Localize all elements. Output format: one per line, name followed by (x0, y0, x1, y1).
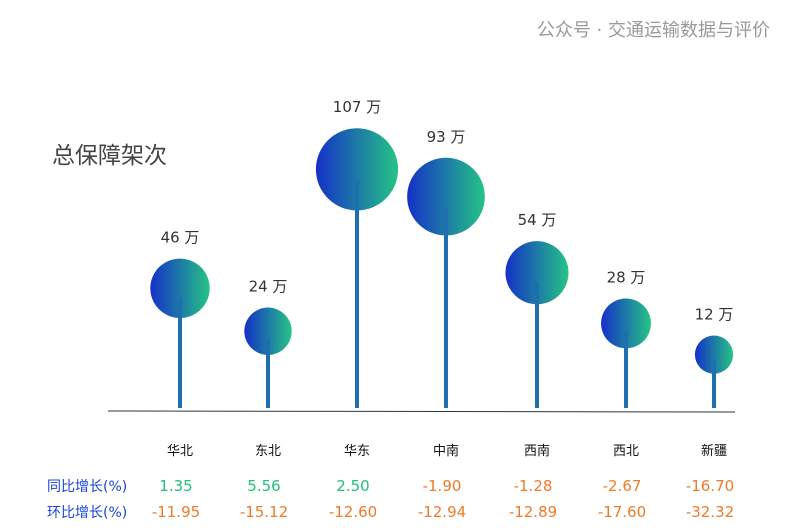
data-label: 107 万 (333, 98, 381, 116)
bubble (407, 157, 485, 236)
row-label: 同比增长(%) (47, 479, 127, 495)
table-cell: -12.94 (418, 503, 466, 521)
table-cell: -11.95 (152, 503, 200, 521)
category-label: 华东 (344, 444, 370, 459)
data-label: 12 万 (695, 306, 734, 324)
category-label: 西北 (613, 444, 639, 459)
data-label: 54 万 (518, 211, 557, 229)
data-label: 24 万 (249, 278, 288, 296)
row-label: 环比增长(%) (47, 505, 127, 521)
category-label: 华北 (167, 444, 193, 459)
table-cell: 2.50 (336, 477, 369, 495)
bubble (315, 128, 399, 211)
bubble (244, 307, 292, 355)
baseline (107, 410, 736, 413)
table-cell: -32.32 (686, 503, 734, 521)
watermark: 公众号 · 交通运输数据与评价 (537, 20, 770, 41)
chart-title: 总保障架次 (52, 143, 167, 169)
data-label: 93 万 (427, 128, 466, 146)
category-label: 中南 (433, 443, 459, 459)
category-label: 西南 (524, 443, 550, 459)
data-label: 46 万 (161, 229, 200, 247)
data-label: 28 万 (607, 268, 646, 286)
table-cell: -1.28 (514, 477, 553, 495)
category-label: 东北 (255, 444, 281, 459)
table-cell: -2.67 (603, 477, 642, 495)
bubble (505, 241, 569, 305)
table-cell: -12.89 (509, 503, 557, 521)
bubble (694, 335, 734, 374)
table-cell: 5.56 (247, 477, 280, 495)
table-cell: -1.90 (423, 477, 462, 495)
bubble (150, 258, 210, 319)
table-cell: 1.35 (159, 477, 192, 495)
category-label: 新疆 (701, 443, 727, 459)
bubble (601, 298, 651, 349)
table-cell: -17.60 (598, 503, 646, 521)
table-cell: -15.12 (240, 503, 288, 521)
table-cell: -16.70 (686, 477, 734, 495)
table-cell: -12.60 (329, 503, 377, 521)
